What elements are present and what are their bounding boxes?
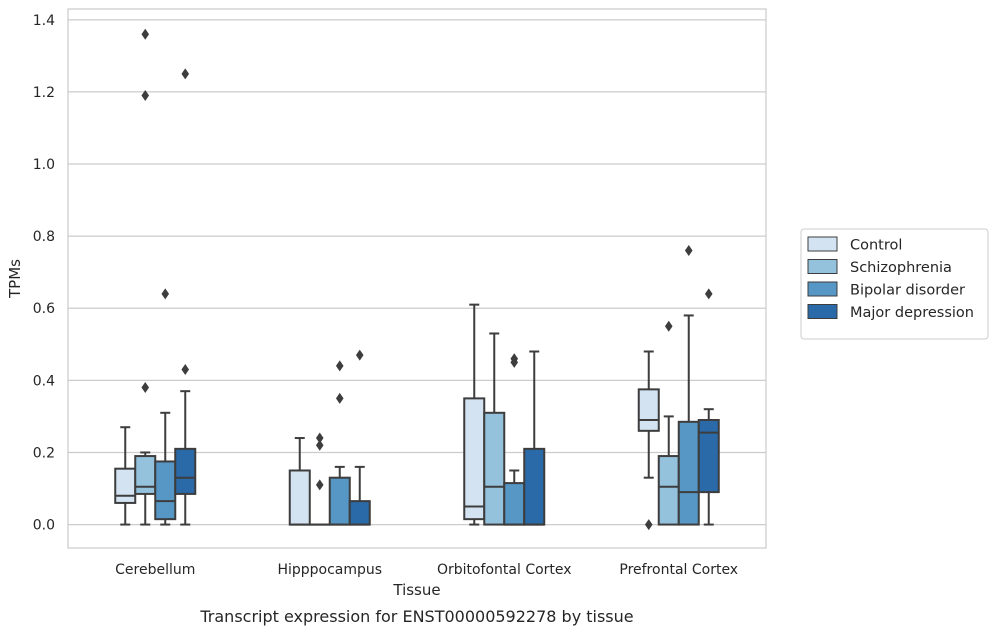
box: [114, 467, 137, 504]
outlier-point: [355, 349, 364, 361]
outlier-point: [181, 364, 190, 376]
box: [503, 482, 526, 526]
y-tick-label: 0.2: [33, 445, 55, 461]
legend-frame: [800, 228, 989, 340]
y-tick-label: 0.6: [33, 301, 55, 317]
y-tick-label: 1.4: [33, 13, 55, 29]
legend-label-major-depression: Major depression: [850, 305, 974, 321]
outlier-point: [315, 439, 324, 451]
box: [657, 455, 680, 526]
series-schizophrenia: [134, 28, 680, 526]
grid-lines: [68, 19, 766, 526]
outlier-point: [161, 288, 170, 300]
x-tick-label: Cerebellum: [115, 562, 195, 578]
y-axis-label: TPMs: [6, 259, 24, 299]
x-tick-label: Orbitofontal Cortex: [437, 562, 572, 578]
box: [463, 397, 486, 521]
outlier-point: [181, 68, 190, 80]
outlier-point: [141, 382, 150, 394]
box-plot-series: [114, 28, 720, 531]
outlier-point: [704, 288, 713, 300]
legend-swatch-schizophrenia: [807, 259, 838, 274]
legend-swatch-bipolar-disorder: [807, 281, 838, 297]
outlier-point: [335, 392, 344, 404]
box: [637, 388, 660, 432]
box: [328, 476, 351, 526]
y-axis-ticks: 0.0 0.2 0.4 0.6 0.8 1.0 1.2 1.4: [33, 13, 55, 534]
series-major-depression: [174, 68, 720, 526]
x-axis-label: Tissue: [392, 581, 440, 599]
box: [483, 411, 506, 526]
legend-label-bipolar-disorder: Bipolar disorder: [850, 283, 965, 299]
y-tick-label: 1.0: [33, 157, 55, 173]
box: [174, 447, 197, 495]
y-tick-label: 0.0: [33, 518, 55, 534]
outlier-point: [335, 360, 344, 372]
outlier-point: [141, 90, 150, 102]
outlier-point: [141, 28, 150, 40]
outlier-point: [510, 353, 519, 365]
chart-caption: Transcript expression for ENST0000059227…: [199, 607, 633, 626]
y-tick-label: 0.8: [33, 229, 55, 245]
legend-label-schizophrenia: Schizophrenia: [850, 260, 952, 276]
box: [677, 420, 700, 526]
outlier-point: [315, 479, 324, 491]
box: [523, 447, 546, 526]
series-control: [114, 303, 660, 531]
box: [134, 455, 157, 495]
x-tick-label: Prefrontal Cortex: [619, 562, 738, 578]
legend-swatch-control: [807, 236, 838, 252]
plot-frame: [67, 8, 767, 549]
box: [288, 469, 311, 526]
box: [154, 460, 177, 521]
outlier-point: [644, 519, 653, 531]
outlier-point: [315, 432, 324, 444]
legend-swatch-major-depression: [807, 304, 838, 319]
legend: Control Schizophrenia Bipolar disorder Majo…: [800, 228, 989, 340]
y-tick-label: 1.2: [33, 85, 55, 101]
outlier-point: [684, 245, 693, 257]
y-tick-label: 0.4: [33, 373, 55, 389]
box: [348, 500, 371, 526]
box: [697, 419, 720, 494]
outlier-point: [664, 320, 673, 332]
x-tick-label: Hipppocampus: [277, 562, 382, 578]
series-bipolar-disorder: [154, 245, 700, 526]
x-axis-ticks: Cerebellum Hipppocampus Orbitofontal Corte…: [115, 562, 738, 578]
legend-label-control: Control: [850, 238, 902, 254]
